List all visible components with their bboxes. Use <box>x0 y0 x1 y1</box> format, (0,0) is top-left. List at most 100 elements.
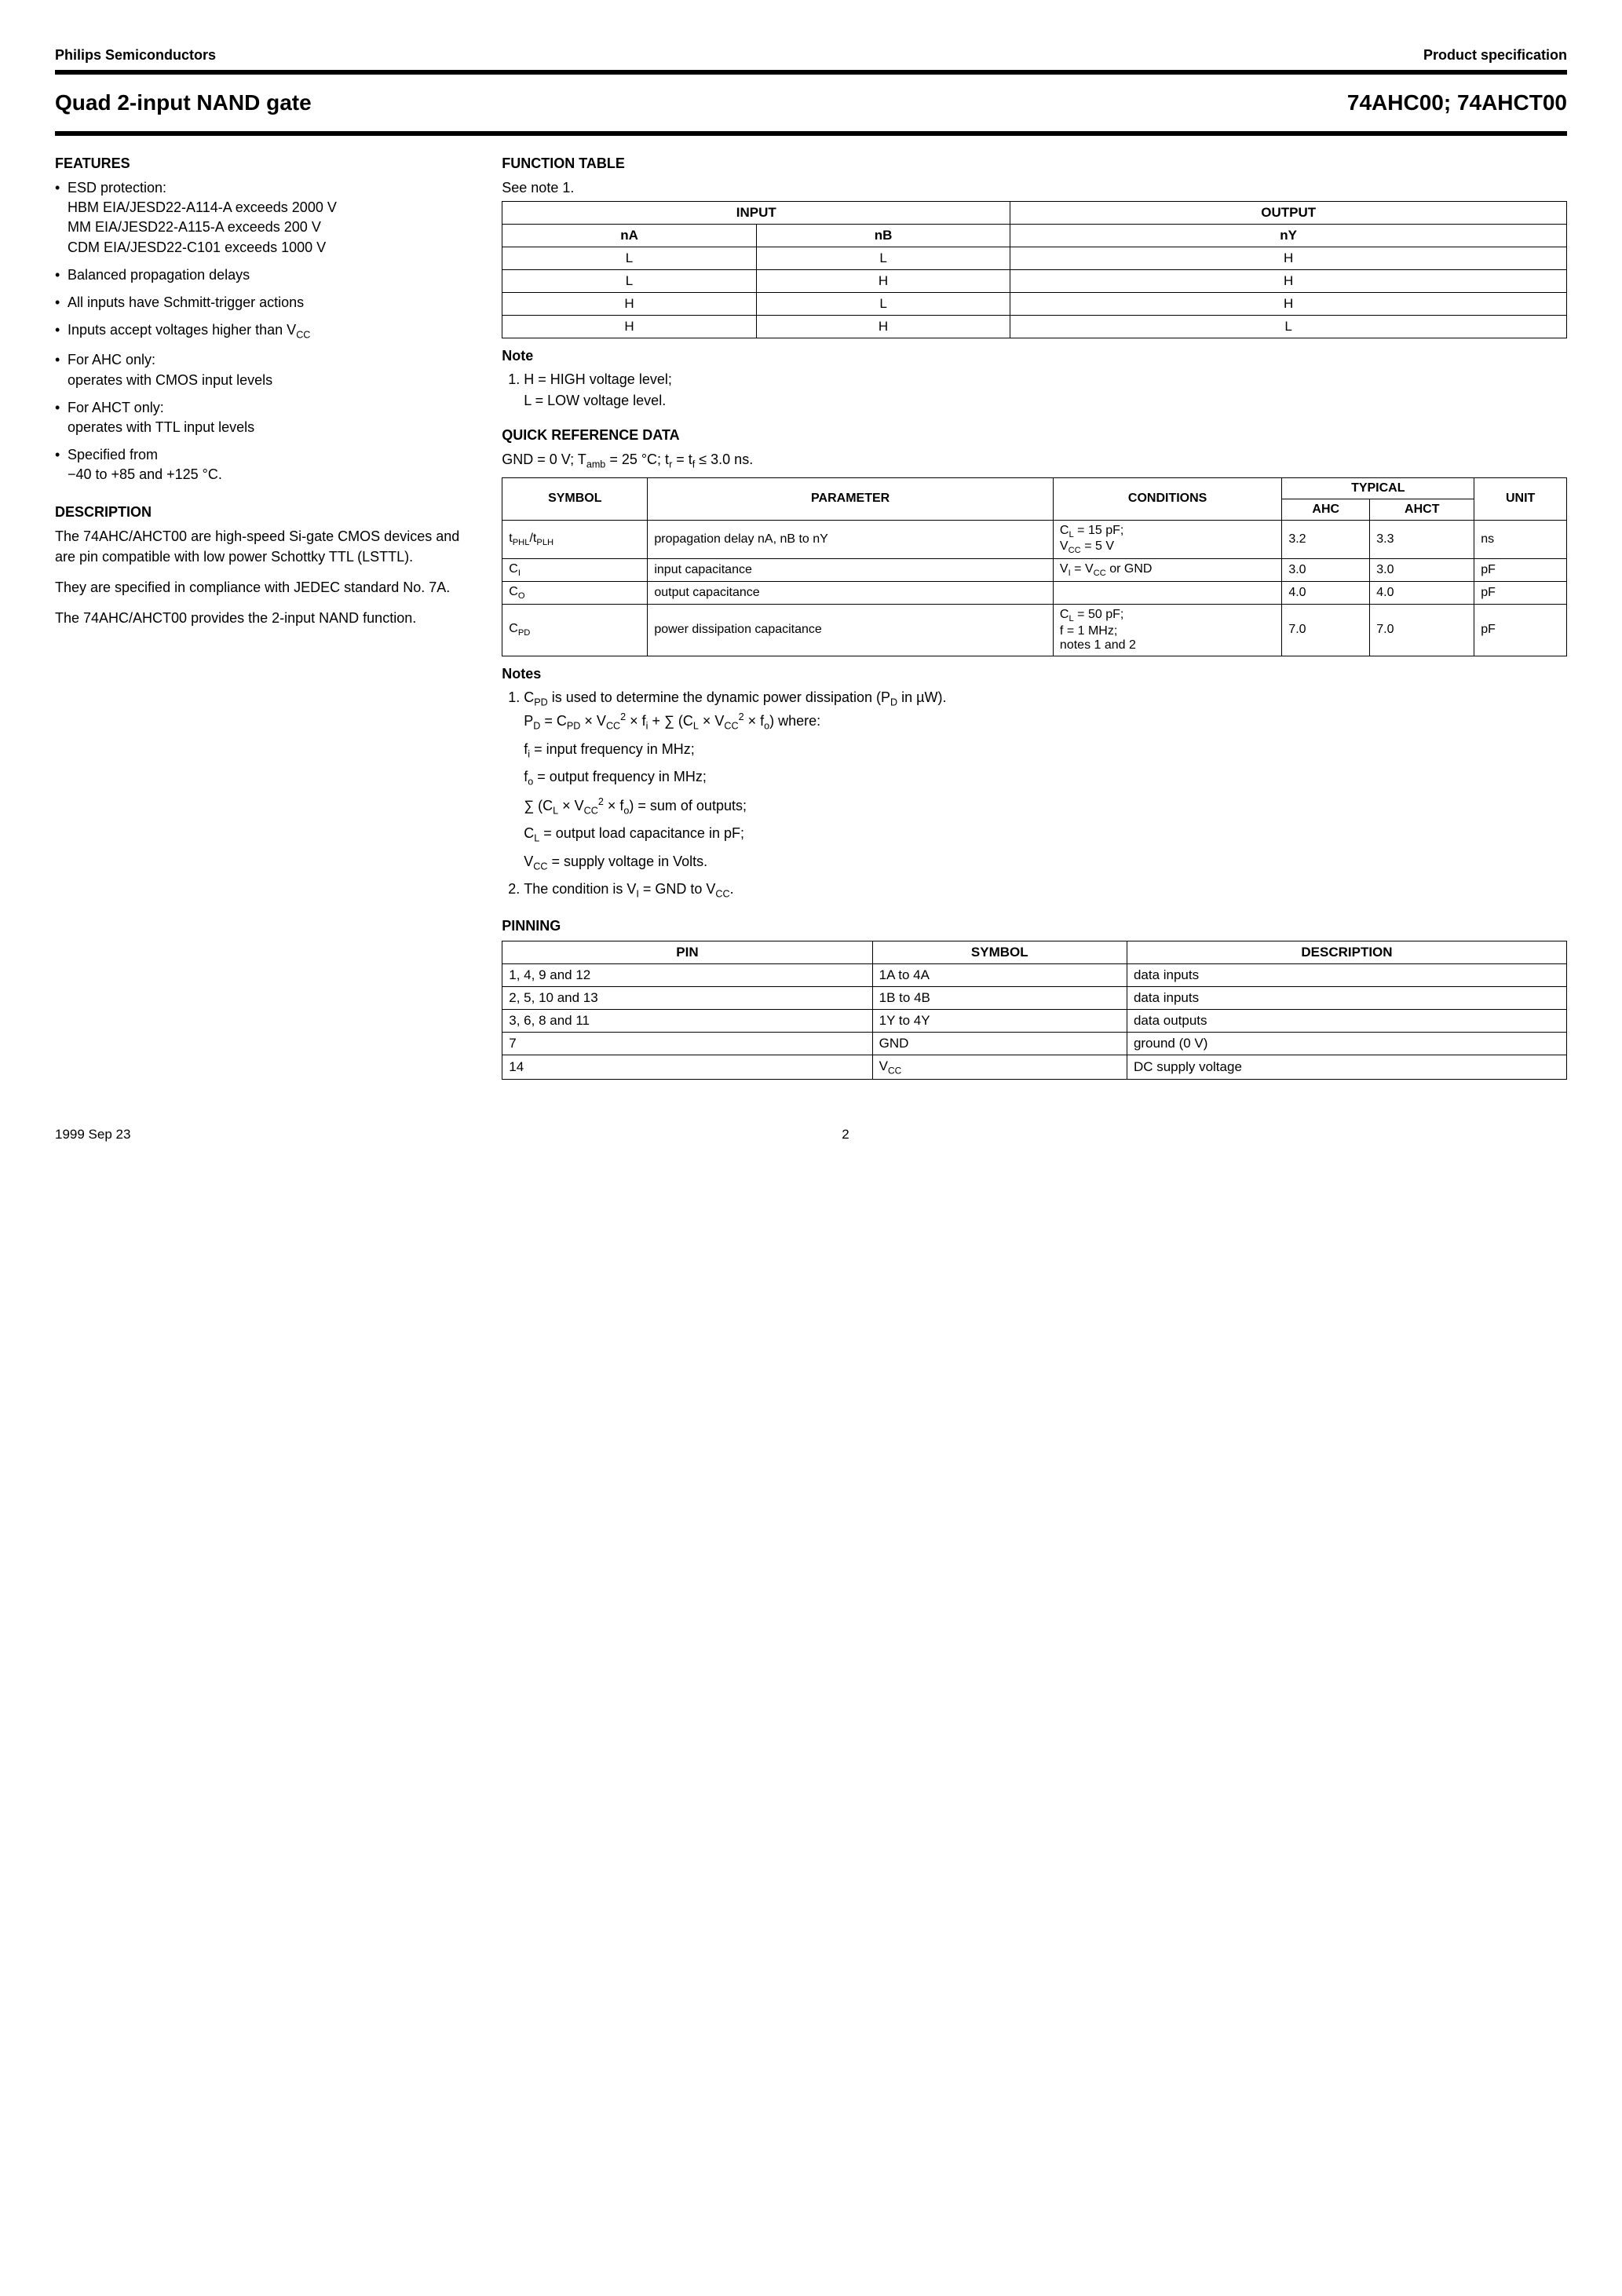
quickref-notes: CPD is used to determine the dynamic pow… <box>502 687 1567 902</box>
cell: data inputs <box>1127 986 1566 1009</box>
cell: H <box>756 270 1010 293</box>
cell: 1, 4, 9 and 12 <box>502 963 872 986</box>
cell: L <box>1010 316 1567 338</box>
cell: CL = 50 pF;f = 1 MHz;notes 1 and 2 <box>1053 605 1281 656</box>
cell: CPD <box>502 605 648 656</box>
pinning-table: PIN SYMBOL DESCRIPTION 1, 4, 9 and 121A … <box>502 941 1567 1080</box>
cell: input capacitance <box>648 558 1054 581</box>
cell: 4.0 <box>1282 582 1370 605</box>
col-conditions: CONDITIONS <box>1053 477 1281 520</box>
header-right: Product specification <box>1423 47 1567 64</box>
cell: H <box>502 293 757 316</box>
feature-item: Specified from−40 to +85 and +125 °C. <box>55 445 478 484</box>
cell: 1A to 4A <box>872 963 1127 986</box>
cell: pF <box>1474 605 1567 656</box>
notes-heading: Notes <box>502 664 1567 684</box>
cell: 7.0 <box>1370 605 1474 656</box>
cell <box>1053 582 1281 605</box>
feature-item: Inputs accept voltages higher than VCC <box>55 320 478 342</box>
cell: VCC <box>872 1055 1127 1079</box>
quickref-conditions: GND = 0 V; Tamb = 25 °C; tr = tf ≤ 3.0 n… <box>502 450 1567 472</box>
cell: tPHL/tPLH <box>502 520 648 558</box>
footer-date: 1999 Sep 23 <box>55 1127 130 1143</box>
col-symbol: SYMBOL <box>502 477 648 520</box>
cell: CO <box>502 582 648 605</box>
cell: CL = 15 pF;VCC = 5 V <box>1053 520 1281 558</box>
cell: H <box>1010 270 1567 293</box>
feature-item: All inputs have Schmitt-trigger actions <box>55 293 478 313</box>
note-item: CPD is used to determine the dynamic pow… <box>524 687 1567 874</box>
cell: 3.0 <box>1370 558 1474 581</box>
quickref-table: SYMBOL PARAMETER CONDITIONS TYPICAL UNIT… <box>502 477 1567 656</box>
description-p1: The 74AHC/AHCT00 are high-speed Si-gate … <box>55 527 478 566</box>
feature-item: For AHC only:operates with CMOS input le… <box>55 350 478 389</box>
title-right: 74AHC00; 74AHCT00 <box>1347 90 1567 115</box>
cell: GND <box>872 1032 1127 1055</box>
col-output: OUTPUT <box>1010 202 1567 225</box>
features-list: ESD protection:HBM EIA/JESD22-A114-A exc… <box>55 178 478 484</box>
cell: propagation delay nA, nB to nY <box>648 520 1054 558</box>
cell: VI = VCC or GND <box>1053 558 1281 581</box>
col-desc: DESCRIPTION <box>1127 941 1566 963</box>
pinning-heading: PINNING <box>502 918 1567 934</box>
col-ahct: AHCT <box>1370 499 1474 520</box>
cell: 4.0 <box>1370 582 1474 605</box>
col-nA: nA <box>502 225 757 247</box>
cell: DC supply voltage <box>1127 1055 1566 1079</box>
cell: 7 <box>502 1032 872 1055</box>
cell: CI <box>502 558 648 581</box>
cell: 2, 5, 10 and 13 <box>502 986 872 1009</box>
note-item: H = HIGH voltage level;L = LOW voltage l… <box>524 369 1567 411</box>
divider <box>55 131 1567 136</box>
cell: pF <box>1474 582 1567 605</box>
cell: L <box>502 270 757 293</box>
cell: H <box>756 316 1010 338</box>
description-p2: They are specified in compliance with JE… <box>55 578 478 598</box>
col-parameter: PARAMETER <box>648 477 1054 520</box>
col-unit: UNIT <box>1474 477 1567 520</box>
cell: H <box>502 316 757 338</box>
cell: 3.3 <box>1370 520 1474 558</box>
cell: 1B to 4B <box>872 986 1127 1009</box>
function-table-heading: FUNCTION TABLE <box>502 155 1567 172</box>
cell: data inputs <box>1127 963 1566 986</box>
cell: H <box>1010 247 1567 270</box>
feature-item: Balanced propagation delays <box>55 265 478 285</box>
col-input: INPUT <box>502 202 1010 225</box>
function-see-note: See note 1. <box>502 178 1567 198</box>
cell: output capacitance <box>648 582 1054 605</box>
cell: ground (0 V) <box>1127 1032 1566 1055</box>
cell: 3.2 <box>1282 520 1370 558</box>
description-heading: DESCRIPTION <box>55 504 478 521</box>
col-nY: nY <box>1010 225 1567 247</box>
cell: 3, 6, 8 and 11 <box>502 1009 872 1032</box>
footer-page: 2 <box>842 1127 849 1143</box>
title-row: Quad 2-input NAND gate 74AHC00; 74AHCT00 <box>55 90 1567 115</box>
features-heading: FEATURES <box>55 155 478 172</box>
cell: L <box>502 247 757 270</box>
cell: L <box>756 293 1010 316</box>
cell: pF <box>1474 558 1567 581</box>
footer: 1999 Sep 23 2 x <box>55 1127 1567 1143</box>
cell: 3.0 <box>1282 558 1370 581</box>
quickref-heading: QUICK REFERENCE DATA <box>502 427 1567 444</box>
feature-item: ESD protection:HBM EIA/JESD22-A114-A exc… <box>55 178 478 258</box>
note-item: The condition is VI = GND to VCC. <box>524 879 1567 901</box>
description-p3: The 74AHC/AHCT00 provides the 2-input NA… <box>55 609 478 628</box>
cell: L <box>756 247 1010 270</box>
cell: H <box>1010 293 1567 316</box>
function-notes: H = HIGH voltage level;L = LOW voltage l… <box>502 369 1567 411</box>
function-table: INPUT OUTPUT nA nB nY LLH LHH HLH HHL <box>502 201 1567 338</box>
cell: 1Y to 4Y <box>872 1009 1127 1032</box>
cell: data outputs <box>1127 1009 1566 1032</box>
cell: ns <box>1474 520 1567 558</box>
header: Philips Semiconductors Product specifica… <box>55 47 1567 64</box>
header-left: Philips Semiconductors <box>55 47 216 64</box>
col-pin: PIN <box>502 941 872 963</box>
note-heading: Note <box>502 346 1567 366</box>
feature-item: For AHCT only:operates with TTL input le… <box>55 398 478 437</box>
title-left: Quad 2-input NAND gate <box>55 90 312 115</box>
col-typical: TYPICAL <box>1282 477 1474 499</box>
cell: 7.0 <box>1282 605 1370 656</box>
divider <box>55 70 1567 75</box>
